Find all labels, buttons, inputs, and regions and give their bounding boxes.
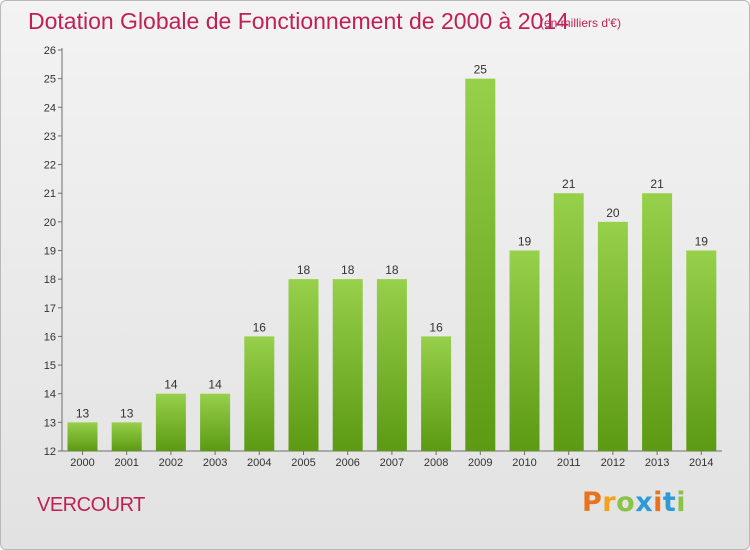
x-tick-label: 2006	[335, 457, 359, 469]
x-tick-label: 2012	[601, 457, 625, 469]
y-tick-label: 12	[44, 446, 56, 458]
y-tick-label: 15	[44, 360, 56, 372]
logo-letter: i	[676, 487, 687, 518]
data-label-2011: 21	[562, 177, 576, 191]
bar-2001	[111, 422, 142, 451]
data-label-2004: 16	[253, 320, 267, 334]
x-tick-label: 2003	[203, 457, 227, 469]
bar-2005	[288, 279, 319, 451]
logo-letter: r	[602, 487, 617, 518]
x-tick-label: 2007	[380, 457, 404, 469]
logo-letter: o	[616, 487, 636, 518]
y-tick-label: 25	[44, 74, 56, 86]
proxiti-logo: Proxiti	[582, 487, 686, 518]
x-tick-label: 2000	[70, 457, 94, 469]
bar-2012	[597, 221, 628, 451]
y-tick-label: 23	[44, 131, 56, 143]
commune-name: VERCOURT	[37, 494, 145, 516]
y-tick-label: 13	[44, 417, 56, 429]
x-tick-label: 2001	[114, 457, 138, 469]
y-tick-label: 22	[44, 160, 56, 172]
bar-2010	[509, 250, 540, 451]
y-tick-label: 18	[44, 274, 56, 286]
y-tick-label: 26	[44, 45, 56, 57]
y-tick-label: 17	[44, 303, 56, 315]
bar-2011	[553, 193, 584, 451]
x-tick-label: 2010	[512, 457, 536, 469]
data-label-2012: 20	[606, 206, 620, 220]
data-label-2000: 13	[76, 406, 90, 420]
data-label-2005: 18	[297, 263, 311, 277]
y-tick-label: 16	[44, 331, 56, 343]
data-label-2010: 19	[518, 235, 532, 249]
x-tick-label: 2002	[159, 457, 183, 469]
data-label-2007: 18	[385, 263, 399, 277]
x-tick-label: 2011	[557, 457, 581, 469]
data-label-2001: 13	[120, 406, 134, 420]
bar-2008	[421, 336, 452, 451]
x-tick-label: 2009	[468, 457, 492, 469]
bar-2014	[686, 250, 717, 451]
x-tick-label: 2014	[689, 457, 713, 469]
chart-subtitle: (en milliers d'€)	[540, 16, 621, 30]
x-tick-label: 2013	[645, 457, 669, 469]
logo-letter: t	[662, 487, 677, 518]
y-tick-label: 24	[44, 102, 56, 114]
bar-2003	[200, 393, 231, 451]
x-tick-label: 2004	[247, 457, 271, 469]
bar-2002	[155, 393, 186, 451]
logo-letter: P	[582, 487, 603, 518]
bar-2013	[642, 193, 673, 451]
logo-letter: x	[635, 487, 654, 518]
data-label-2009: 25	[474, 63, 488, 77]
data-label-2008: 16	[429, 320, 443, 334]
x-tick-label: 2008	[424, 457, 448, 469]
bar-2000	[67, 422, 98, 451]
y-tick-label: 14	[44, 389, 56, 401]
bar-2009	[465, 78, 496, 452]
data-label-2006: 18	[341, 263, 355, 277]
y-tick-label: 19	[44, 246, 56, 258]
data-label-2003: 14	[208, 378, 222, 392]
y-tick-label: 21	[44, 188, 56, 200]
data-label-2002: 14	[164, 378, 178, 392]
chart-title: Dotation Globale de Fonctionnement de 20…	[28, 8, 569, 34]
data-label-2013: 21	[650, 177, 664, 191]
data-label-2014: 19	[695, 235, 709, 249]
logo-letter: i	[653, 487, 663, 518]
bar-2007	[376, 279, 407, 451]
x-tick-label: 2005	[291, 457, 315, 469]
bar-2006	[332, 279, 363, 451]
bar-2004	[244, 336, 275, 451]
y-tick-label: 20	[44, 217, 56, 229]
